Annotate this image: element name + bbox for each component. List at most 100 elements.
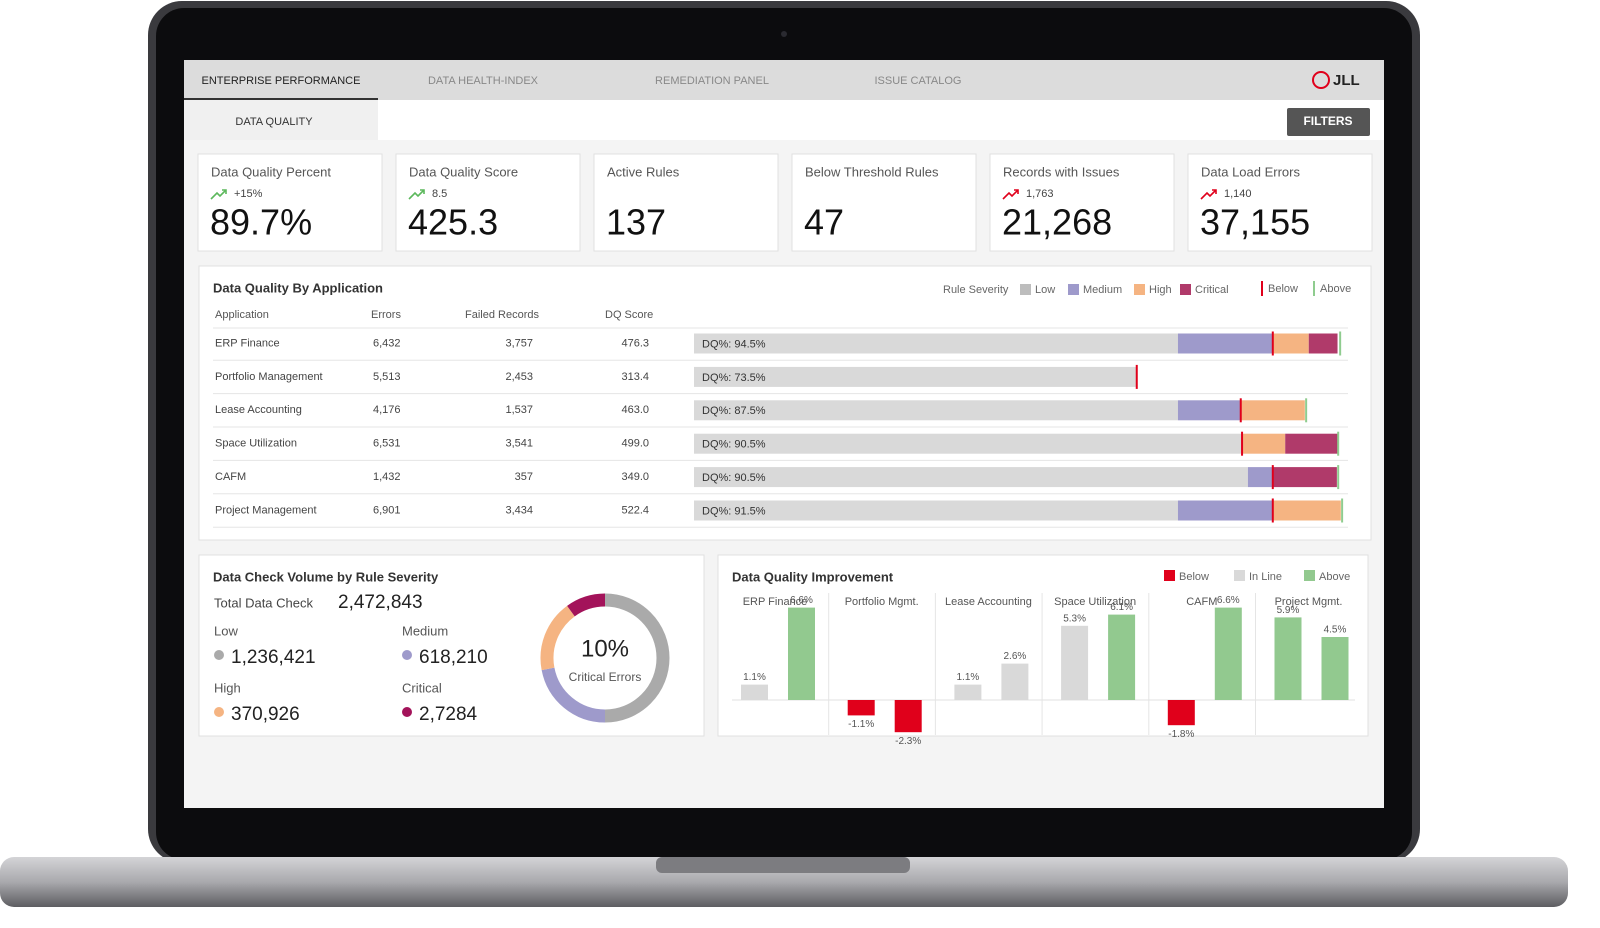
- trend-arrow: [408, 189, 425, 200]
- bar-value-label: 6.1%: [1110, 602, 1133, 613]
- legend-item: Above: [1319, 571, 1350, 583]
- threshold-marker: [1341, 498, 1344, 523]
- cell: 3,434: [505, 504, 533, 516]
- bar-segment: [1177, 400, 1241, 421]
- nav-tab[interactable]: ENTERPRISE PERFORMANCE: [202, 75, 361, 87]
- bar-segment: [694, 433, 1243, 454]
- bar-value-label: -1.8%: [1168, 729, 1194, 740]
- group-label: Project Mgmt.: [1275, 596, 1343, 608]
- kpi-value: 425.3: [408, 202, 498, 243]
- bar: [788, 607, 815, 700]
- bar-value-label: 2.6%: [1004, 651, 1027, 662]
- group-label: Space Utilization: [1054, 596, 1136, 608]
- legend-swatch: [1068, 284, 1079, 295]
- bar-value-label: -1.1%: [848, 719, 874, 730]
- threshold-marker: [1271, 498, 1274, 523]
- legend-swatch: [1164, 570, 1175, 581]
- bar-label: DQ%: 90.5%: [702, 439, 766, 451]
- cell: Portfolio Management: [215, 371, 323, 383]
- bar-value-label: 6.6%: [790, 595, 813, 606]
- threshold-marker: [1305, 398, 1308, 423]
- legend-item: Medium: [1083, 284, 1122, 296]
- bar-segment: [694, 333, 1178, 354]
- kpi-title: Data Quality Score: [409, 164, 518, 179]
- panel: [717, 554, 1369, 737]
- laptop-base: [0, 857, 1568, 907]
- camera: [781, 31, 787, 37]
- panel-title: Data Quality Improvement: [732, 569, 894, 584]
- total-label: Total Data Check: [214, 595, 313, 610]
- legend-swatch: [1234, 570, 1245, 581]
- legend-swatch: [1020, 284, 1031, 295]
- group-label: ERP Finance: [743, 596, 808, 608]
- kpi-card: [197, 153, 383, 252]
- bar-segment: [1177, 500, 1273, 521]
- bar-segment: [1177, 333, 1273, 354]
- threshold-marker: [1339, 331, 1342, 356]
- bar: [847, 700, 875, 716]
- column-header: Errors: [371, 309, 401, 321]
- threshold-marker: [1135, 364, 1138, 389]
- filters-label[interactable]: FILTERS: [1303, 114, 1352, 128]
- nav-tab[interactable]: REMEDIATION PANEL: [655, 75, 769, 87]
- bar-label: DQ%: 90.5%: [702, 472, 766, 484]
- bar-value-label: -2.3%: [895, 736, 921, 747]
- filters-button[interactable]: [1287, 108, 1370, 136]
- legend-item: Above: [1320, 283, 1351, 295]
- legend-marker: [1313, 281, 1315, 296]
- sub-tab-label[interactable]: DATA QUALITY: [235, 116, 313, 128]
- trend-arrow: [1002, 189, 1019, 200]
- legend-swatch: [1134, 284, 1145, 295]
- cell: 313.4: [621, 371, 649, 383]
- cell: 499.0: [621, 438, 649, 450]
- cell: 1,432: [373, 471, 401, 483]
- bar-segment: [1247, 467, 1273, 488]
- nav-tab[interactable]: DATA HEALTH-INDEX: [428, 75, 539, 87]
- kpi-card: [593, 153, 779, 252]
- cell: ERP Finance: [215, 337, 280, 349]
- trend-arrow-head: [1212, 189, 1217, 194]
- donut-center: 10%: [581, 635, 629, 662]
- severity-name: High: [214, 680, 241, 695]
- donut-arc: [567, 593, 606, 617]
- base-notch: [656, 857, 910, 873]
- bar: [741, 684, 768, 700]
- severity-name: Critical: [402, 680, 442, 695]
- threshold-marker: [1239, 398, 1242, 423]
- bar: [894, 700, 922, 733]
- group-label: CAFM: [1186, 596, 1217, 608]
- kpi-card: [395, 153, 581, 252]
- bar: [1321, 637, 1349, 700]
- severity-name: Medium: [402, 623, 448, 638]
- severity-dot: [402, 650, 412, 660]
- cell: 3,757: [505, 337, 533, 349]
- column-header: DQ Score: [605, 309, 653, 321]
- nav-bar: [184, 60, 1384, 100]
- bar-label: DQ%: 73.5%: [702, 372, 766, 384]
- bar-segment: [1308, 333, 1338, 354]
- kpi-title: Records with Issues: [1003, 164, 1120, 179]
- severity-value: 618,210: [419, 647, 488, 668]
- trend-arrow: [1200, 189, 1217, 200]
- kpi-trend: 8.5: [432, 188, 447, 200]
- column-header: Failed Records: [465, 309, 539, 321]
- kpi-title: Active Rules: [607, 164, 680, 179]
- trend-arrow: [210, 189, 227, 200]
- bar: [1001, 663, 1029, 700]
- threshold-marker: [1241, 431, 1244, 456]
- threshold-marker: [1271, 331, 1274, 356]
- kpi-value: 89.7%: [210, 202, 312, 243]
- bar-segment: [694, 400, 1178, 421]
- cell: CAFM: [215, 471, 246, 483]
- sub-tab[interactable]: [184, 100, 378, 140]
- bar: [1108, 614, 1136, 700]
- total-value: 2,472,843: [338, 592, 423, 613]
- legend-swatch: [1304, 570, 1315, 581]
- nav-tab[interactable]: ISSUE CATALOG: [874, 75, 961, 87]
- bar: [1214, 607, 1242, 700]
- trend-arrow-head: [420, 189, 425, 194]
- trend-arrow-head: [222, 189, 227, 194]
- cell: 522.4: [621, 504, 649, 516]
- bar-segment: [1285, 433, 1338, 454]
